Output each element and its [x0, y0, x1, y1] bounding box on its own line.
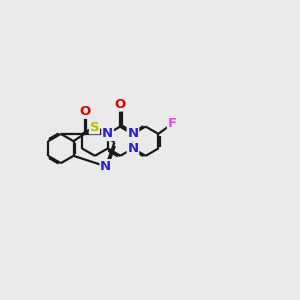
Text: N: N [128, 128, 139, 140]
Text: O: O [79, 105, 91, 118]
Text: N: N [128, 142, 139, 155]
Text: N: N [100, 160, 111, 173]
Text: N: N [102, 128, 113, 140]
Text: S: S [90, 121, 99, 134]
Text: O: O [115, 98, 126, 111]
Text: F: F [168, 117, 177, 130]
